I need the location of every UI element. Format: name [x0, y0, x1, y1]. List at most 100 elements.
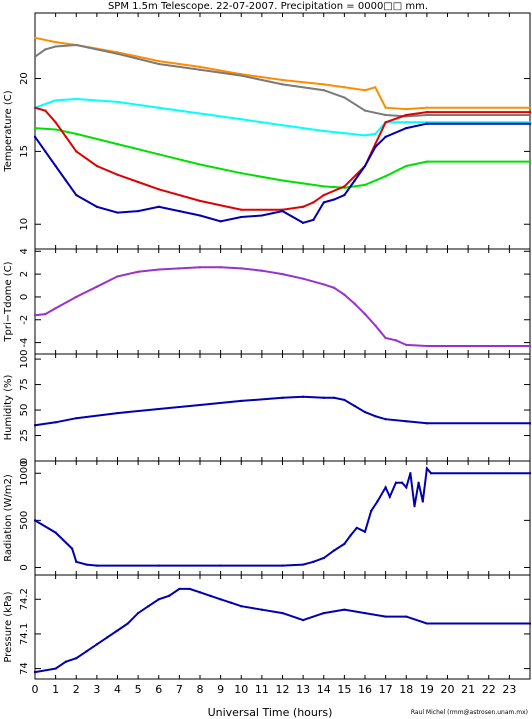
data-point	[405, 615, 408, 618]
data-point	[95, 285, 98, 288]
data-point	[199, 214, 201, 217]
x-tick-label: 21	[461, 683, 475, 696]
data-point	[322, 557, 325, 559]
data-point	[343, 608, 346, 611]
data-point	[240, 74, 243, 77]
series-line	[34, 466, 530, 567]
data-point	[302, 277, 305, 280]
data-point	[405, 343, 408, 346]
data-point	[260, 269, 263, 272]
data-point	[54, 121, 57, 124]
data-point	[281, 396, 284, 399]
data-point	[54, 45, 57, 48]
x-tick-label: 9	[217, 683, 224, 696]
data-point	[75, 194, 78, 197]
data-point	[281, 179, 284, 182]
data-point	[178, 210, 181, 213]
data-point	[75, 98, 78, 100]
data-point	[116, 100, 119, 103]
data-point	[178, 587, 181, 590]
data-point	[54, 128, 57, 131]
data-point	[343, 96, 346, 99]
data-point	[240, 399, 243, 402]
series-0	[34, 466, 531, 567]
data-point	[333, 549, 336, 552]
data-point	[405, 114, 408, 116]
data-point	[219, 220, 222, 223]
data-point	[34, 36, 36, 39]
data-point	[281, 79, 284, 81]
data-point	[405, 486, 408, 489]
data-point	[75, 417, 78, 420]
panel-radiation: 0 500 1000 Radiation (W/m2)	[3, 460, 531, 576]
data-point	[374, 86, 377, 89]
data-point	[157, 153, 160, 156]
data-point	[405, 165, 408, 167]
data-point	[374, 146, 377, 148]
series-0	[34, 266, 531, 347]
data-point	[349, 534, 352, 537]
x-tick-label: 16	[358, 683, 372, 696]
data-point	[260, 608, 263, 611]
y-tick-label: 75	[19, 378, 30, 391]
data-point	[425, 111, 428, 114]
data-point	[322, 201, 325, 204]
data-point	[343, 86, 346, 89]
series-1	[34, 43, 531, 118]
data-point	[364, 134, 366, 137]
x-tick-label: 12	[276, 683, 290, 696]
data-point	[405, 420, 408, 423]
data-point	[364, 313, 366, 316]
series-line	[34, 587, 530, 674]
data-point	[364, 183, 366, 186]
data-point	[126, 622, 129, 625]
y-tick-label: 1000	[19, 461, 30, 486]
y-tick-label: 15	[19, 145, 30, 158]
data-point	[343, 293, 346, 296]
x-tick-label: 23	[502, 683, 516, 696]
panel-frame	[34, 248, 531, 355]
data-point	[240, 605, 243, 608]
data-point	[394, 339, 397, 342]
data-point	[34, 106, 36, 109]
data-point	[384, 337, 387, 339]
data-point	[343, 186, 346, 189]
data-point	[54, 307, 57, 310]
x-tick-label: 18	[399, 683, 413, 696]
data-point	[116, 52, 119, 55]
data-point	[376, 500, 379, 503]
y-tick-label: 74	[19, 662, 30, 675]
data-point	[199, 163, 201, 166]
data-point	[405, 121, 408, 124]
y-axis-label: Tpri−Tdome (C)	[3, 261, 14, 342]
data-point	[281, 210, 284, 213]
data-point	[116, 275, 119, 278]
data-point	[168, 594, 171, 597]
data-point	[281, 612, 284, 615]
y-tick-label: -2	[19, 315, 30, 325]
data-point	[353, 302, 356, 305]
data-point	[322, 83, 325, 86]
data-point	[425, 122, 428, 125]
data-point	[116, 412, 119, 415]
data-point	[106, 636, 109, 639]
panel-humidity: 0 25 50 75 100 Humidity (%)	[3, 350, 531, 464]
data-point	[355, 526, 358, 529]
data-point	[199, 68, 201, 71]
data-point	[302, 182, 305, 185]
data-point	[529, 114, 531, 116]
x-tick-label: 5	[135, 683, 142, 696]
data-point	[529, 472, 531, 475]
data-point	[44, 48, 47, 51]
x-tick-label: 10	[234, 683, 248, 696]
data-point	[529, 422, 531, 425]
data-point	[240, 73, 243, 76]
x-tick-label: 13	[296, 683, 310, 696]
data-point	[322, 194, 325, 197]
data-point	[116, 51, 119, 54]
y-tick-label: 25	[19, 429, 30, 442]
data-point	[322, 89, 325, 92]
data-point	[421, 500, 424, 503]
data-point	[85, 650, 88, 653]
series-5	[34, 122, 531, 224]
